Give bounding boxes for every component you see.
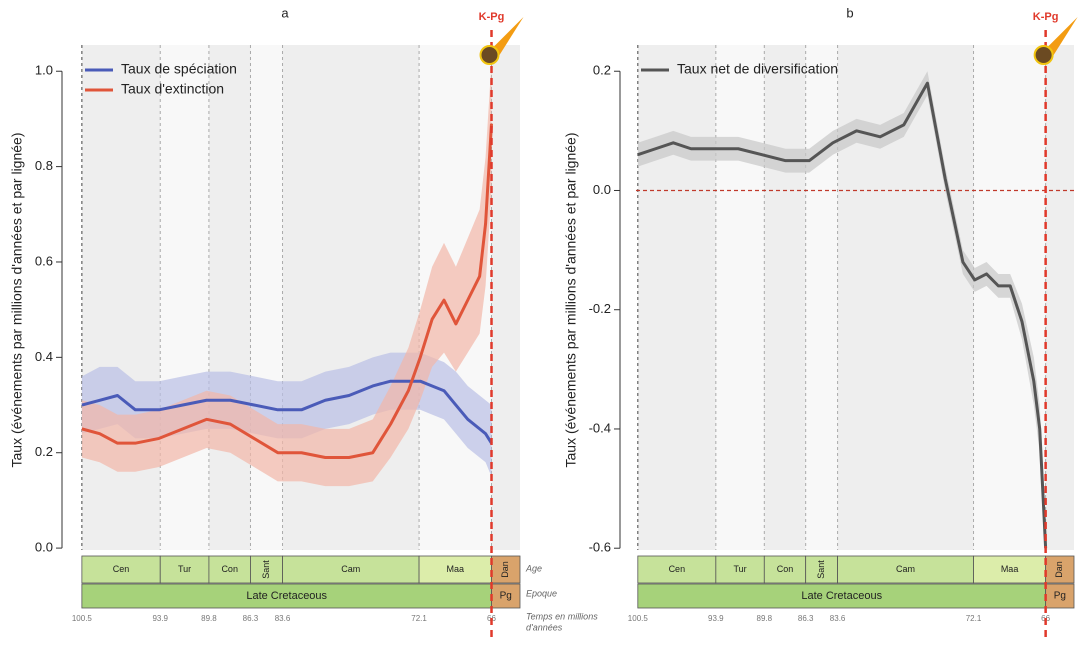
meteor <box>1033 45 1054 65</box>
stage-background <box>1045 45 1074 550</box>
meteor-flame <box>487 17 524 55</box>
stage-label: Cam <box>341 564 360 574</box>
timescale-row-label: Age <box>525 563 542 573</box>
timescale-row-label: Temps en millions <box>526 611 598 621</box>
x-tick-label: 83.6 <box>275 614 291 623</box>
stage-label: Maa <box>1001 564 1019 574</box>
stage-label: Sant <box>261 560 271 579</box>
stage-background <box>764 45 806 550</box>
epoch-label: Late Cretaceous <box>801 590 882 602</box>
x-tick-label: 72.1 <box>966 614 982 623</box>
stage-background <box>491 45 520 550</box>
stage-box <box>491 555 521 584</box>
epoch-box <box>491 583 521 609</box>
event-label: K-Pg <box>479 11 505 23</box>
stage-label: Con <box>221 564 238 574</box>
stage-background <box>637 45 716 550</box>
meteor-flame <box>1041 17 1078 55</box>
stage-background <box>81 45 161 550</box>
stage-label: Dan <box>500 561 510 578</box>
x-tick-label: 72.1 <box>411 614 427 623</box>
x-tick-label: 89.8 <box>201 614 217 623</box>
legend-label: Taux d'extinction <box>121 81 224 97</box>
uncertainty-band <box>81 352 492 477</box>
epoch-label: Pg <box>500 591 512 602</box>
stage-label: Tur <box>733 564 746 574</box>
y-tick-label: 0.4 <box>35 349 53 364</box>
legend-label: Taux net de diversification <box>677 61 838 77</box>
epoch-box <box>1045 583 1075 609</box>
stage-label: Cen <box>113 564 130 574</box>
stage-box <box>805 555 838 584</box>
stage-label: Maa <box>447 564 465 574</box>
x-tick-label: 100.5 <box>72 614 93 623</box>
series-line <box>81 379 493 444</box>
event-label: K-Pg <box>1033 11 1059 23</box>
x-tick-label: 93.9 <box>708 614 724 623</box>
x-tick-label: 83.6 <box>830 614 846 623</box>
stage-background <box>208 45 251 550</box>
stage-background <box>805 45 838 550</box>
y-tick-label: 0.8 <box>35 158 53 173</box>
panel-title: a <box>281 5 289 20</box>
x-tick-label: 93.9 <box>152 614 168 623</box>
y-tick-label: -0.4 <box>589 420 611 435</box>
x-tick-label: 86.3 <box>243 614 259 623</box>
y-tick-label: -0.6 <box>589 540 611 555</box>
stage-label: Tur <box>178 564 191 574</box>
epoch-box <box>637 583 1047 609</box>
x-tick-label: 89.8 <box>757 614 773 623</box>
y-tick-label: 1.0 <box>35 63 53 78</box>
stage-box <box>1045 555 1075 584</box>
stage-label: Sant <box>816 560 826 579</box>
stage-label: Cam <box>896 564 915 574</box>
timescale-row-label: Epoque <box>526 588 557 598</box>
stage-box <box>637 555 717 584</box>
epoch-box <box>81 583 492 609</box>
stage-label: Con <box>777 564 794 574</box>
stage-box <box>418 555 492 584</box>
x-tick-label: 86.3 <box>798 614 814 623</box>
stage-box <box>282 555 420 584</box>
y-tick-label: 0.0 <box>593 182 611 197</box>
stage-background <box>160 45 209 550</box>
epoch-label: Late Cretaceous <box>246 590 327 602</box>
series-line <box>81 123 494 459</box>
stage-box <box>715 555 765 584</box>
y-axis-label: Taux (événements par millions d'années e… <box>9 133 25 468</box>
panel-title: b <box>846 5 853 20</box>
stage-label: Dan <box>1054 561 1064 578</box>
x-tick-label: 100.5 <box>628 614 649 623</box>
stage-box <box>837 555 974 584</box>
series-line <box>637 81 1048 549</box>
y-tick-label: -0.2 <box>589 301 611 316</box>
y-tick-label: 0.0 <box>35 540 53 555</box>
meteor <box>479 45 500 65</box>
legend-label: Taux de spéciation <box>121 61 237 77</box>
stage-label: Cen <box>669 564 686 574</box>
y-axis-label: Taux (événements par millions d'années e… <box>563 133 579 468</box>
stage-box <box>973 555 1047 584</box>
stage-background <box>715 45 765 550</box>
y-tick-label: 0.2 <box>593 63 611 78</box>
y-tick-label: 0.6 <box>35 253 53 268</box>
epoch-label: Pg <box>1054 591 1066 602</box>
stage-box <box>159 555 210 584</box>
timescale-row-label: d'années <box>526 622 563 632</box>
stage-box <box>208 555 251 584</box>
y-tick-label: 0.2 <box>35 444 53 459</box>
stage-box <box>250 555 283 584</box>
